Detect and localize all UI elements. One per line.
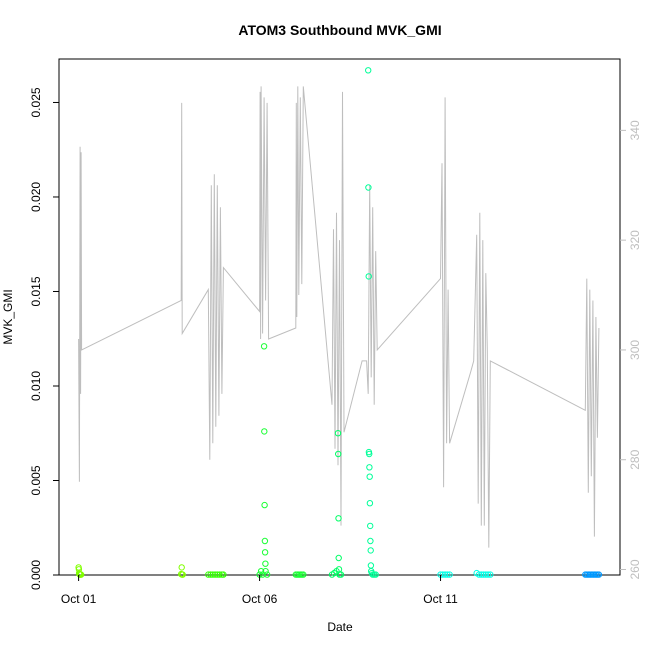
data-point-5-1 [365,184,372,191]
y-tick-label-2: 0.010 [29,371,43,401]
right-axis-line-series [78,86,600,548]
data-point-5-11 [367,562,375,569]
data-point-3-16 [300,571,307,578]
data-point-5-6 [366,473,373,480]
data-point-6-11 [487,571,494,578]
data-point-3-9 [262,568,269,575]
y2-tick-label-2: 300 [628,340,642,360]
y-tick-label-0: 0.000 [29,560,43,590]
data-point-3-1 [257,568,265,575]
data-point-3-6 [261,537,269,545]
data-point-6-2 [441,571,449,578]
data-point-4-5 [335,515,342,522]
data-point-2-3 [211,571,219,578]
data-point-4-3 [334,430,342,437]
data-point-3-3 [260,343,268,350]
data-point-2-2 [209,571,217,578]
data-point-6-6 [475,571,483,578]
data-point-6-9 [482,571,489,578]
data-point-6-10 [484,571,492,578]
plot-frame [58,58,621,576]
point-series [75,67,603,578]
data-point-3-10 [263,571,271,578]
data-point-3-7 [261,549,269,556]
y2-tick-label-1: 280 [628,449,642,469]
y2-tick-label-0: 260 [628,559,642,579]
y-tick-label-5: 0.025 [29,87,43,117]
y-tick-label-4: 0.020 [29,182,43,212]
data-point-5-9 [367,537,374,545]
data-point-6-3 [444,571,451,578]
data-point-7-9 [595,571,603,578]
data-point-5-7 [366,500,374,507]
data-point-1-10 [178,564,185,571]
y-tick-label-3: 0.015 [29,276,43,306]
data-point-4-6 [335,554,342,562]
y-axis-label: MVK_GMI [1,289,15,344]
data-point-6-8 [480,571,487,578]
data-point-5-16 [372,571,379,578]
data-point-4-4 [335,450,342,458]
chart-title: ATOM3 Southbound MVK_GMI [238,22,441,38]
data-point-5-0 [365,67,372,74]
data-point-5-8 [367,522,374,530]
data-point-5-5 [366,464,373,471]
data-point-1-12 [179,571,186,578]
x-axis: Oct 01 Oct 06 Oct 11 [61,575,458,606]
data-point-2-1 [207,571,214,578]
data-point-6-1 [439,571,446,578]
y2-tick-label-4: 340 [628,120,642,140]
y-axis: 0.000 0.005 0.010 0.015 0.020 0.025 [29,87,59,590]
y2-axis: 260 280 300 320 340 [620,120,642,580]
data-point-2-7 [220,571,227,578]
data-point-6-7 [478,571,485,578]
data-point-3-5 [261,501,268,509]
data-point-1-8 [77,571,85,578]
data-point-3-8 [262,560,269,567]
y2-tick-label-3: 320 [628,230,642,250]
series-line-0 [78,86,600,548]
x-axis-label: Date [327,620,353,634]
data-point-4-9 [337,571,345,578]
x-tick-label-0: Oct 01 [61,592,97,606]
x-tick-label-2: Oct 11 [423,592,458,606]
data-point-2-0 [205,571,212,578]
data-point-3-4 [261,428,268,435]
x-tick-label-1: Oct 06 [242,592,278,606]
y-tick-label-1: 0.005 [29,465,43,495]
data-point-2-4 [214,571,221,578]
data-point-2-5 [216,571,223,578]
data-point-5-2 [365,273,372,280]
data-point-5-4 [366,450,373,458]
data-point-6-4 [446,571,453,578]
data-point-5-10 [367,547,374,554]
